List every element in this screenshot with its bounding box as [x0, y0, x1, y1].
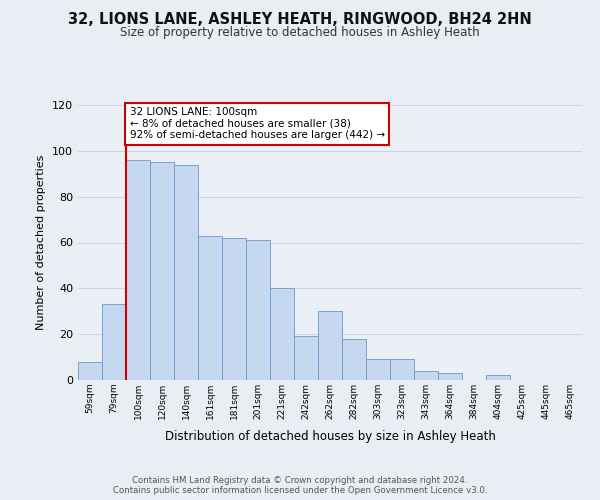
Text: Contains public sector information licensed under the Open Government Licence v3: Contains public sector information licen…	[113, 486, 487, 495]
Text: 32, LIONS LANE, ASHLEY HEATH, RINGWOOD, BH24 2HN: 32, LIONS LANE, ASHLEY HEATH, RINGWOOD, …	[68, 12, 532, 28]
Bar	[246, 240, 270, 380]
Bar	[102, 304, 126, 380]
Bar	[78, 362, 102, 380]
Bar	[150, 162, 174, 380]
Bar	[174, 164, 198, 380]
Text: Contains HM Land Registry data © Crown copyright and database right 2024.: Contains HM Land Registry data © Crown c…	[132, 476, 468, 485]
Bar	[294, 336, 318, 380]
Bar	[270, 288, 294, 380]
Y-axis label: Number of detached properties: Number of detached properties	[37, 155, 46, 330]
Bar	[366, 360, 390, 380]
Bar	[198, 236, 222, 380]
Bar	[414, 371, 438, 380]
Bar	[486, 376, 510, 380]
Bar	[342, 339, 366, 380]
Bar	[390, 360, 414, 380]
X-axis label: Distribution of detached houses by size in Ashley Heath: Distribution of detached houses by size …	[164, 430, 496, 444]
Bar	[126, 160, 150, 380]
Text: Size of property relative to detached houses in Ashley Heath: Size of property relative to detached ho…	[120, 26, 480, 39]
Bar	[318, 311, 342, 380]
Bar	[222, 238, 246, 380]
Text: 32 LIONS LANE: 100sqm
← 8% of detached houses are smaller (38)
92% of semi-detac: 32 LIONS LANE: 100sqm ← 8% of detached h…	[130, 108, 385, 140]
Bar	[438, 373, 462, 380]
